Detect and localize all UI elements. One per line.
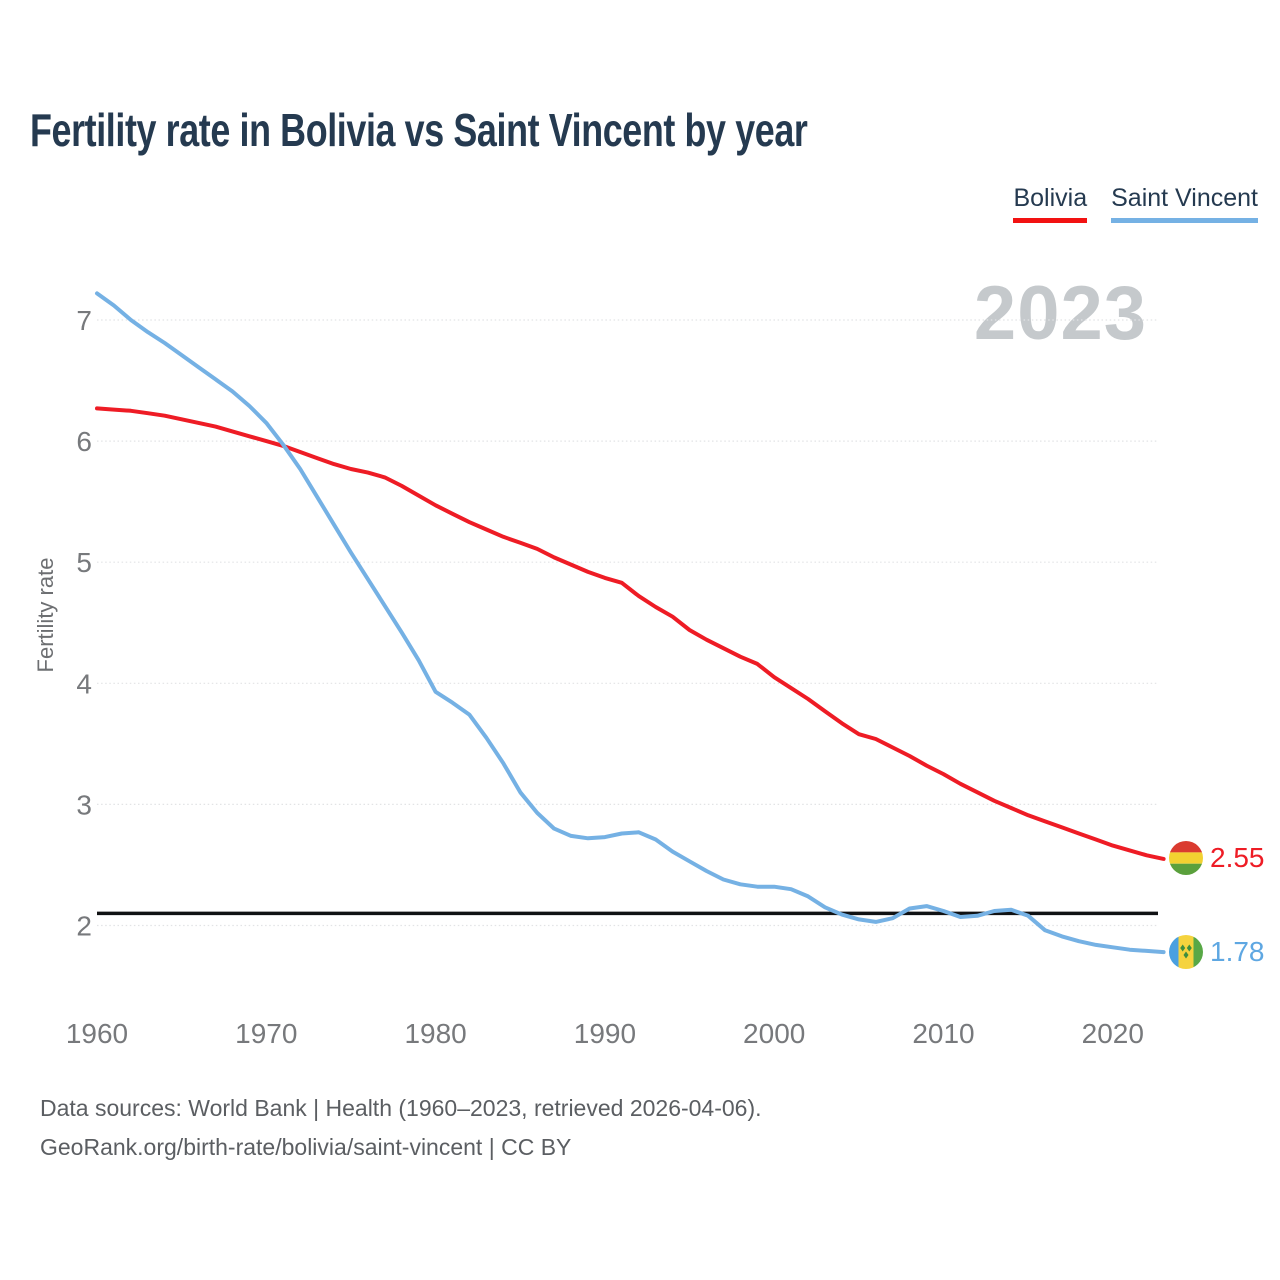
x-tick-label: 1990	[574, 1018, 636, 1049]
saint-vincent-flag-icon	[1169, 935, 1203, 969]
x-tick-label: 1980	[404, 1018, 466, 1049]
legend: Bolivia Saint Vincent	[1013, 184, 1258, 223]
legend-label-saint-vincent: Saint Vincent	[1111, 184, 1258, 212]
source-caption: Data sources: World Bank | Health (1960–…	[40, 1089, 762, 1167]
source-line-2: GeoRank.org/birth-rate/bolivia/saint-vin…	[40, 1134, 572, 1160]
legend-item-saint-vincent[interactable]: Saint Vincent	[1111, 184, 1258, 223]
x-tick-label: 2010	[912, 1018, 974, 1049]
saint-vincent-line[interactable]	[95, 291, 1166, 955]
y-tick-label: 3	[76, 789, 92, 820]
x-tick-label: 2020	[1082, 1018, 1144, 1049]
bolivia-line[interactable]	[95, 406, 1166, 861]
y-axis-title: Fertility rate	[33, 557, 58, 673]
chart-title: Fertility rate in Bolivia vs Saint Vince…	[30, 104, 808, 156]
y-tick-label: 2	[76, 911, 92, 942]
x-tick-label: 2000	[743, 1018, 805, 1049]
x-tick-label: 1970	[235, 1018, 297, 1049]
year-watermark: 2023	[973, 271, 1147, 356]
saint-vincent-end-value: 1.78	[1210, 936, 1265, 967]
bolivia-flag-icon	[1169, 841, 1203, 875]
saint-vincent-end-label: 1.78	[1169, 935, 1265, 969]
y-tick-label: 7	[76, 305, 92, 336]
y-tick-label: 4	[76, 668, 92, 699]
y-tick-label: 6	[76, 426, 92, 457]
source-line-1: Data sources: World Bank | Health (1960–…	[40, 1095, 762, 1121]
x-tick-label: 1960	[66, 1018, 128, 1049]
bolivia-end-label: 2.55	[1169, 841, 1265, 875]
legend-item-bolivia[interactable]: Bolivia	[1013, 184, 1088, 223]
bolivia-end-value: 2.55	[1210, 842, 1265, 873]
y-tick-label: 5	[76, 547, 92, 578]
legend-label-bolivia: Bolivia	[1013, 184, 1088, 212]
